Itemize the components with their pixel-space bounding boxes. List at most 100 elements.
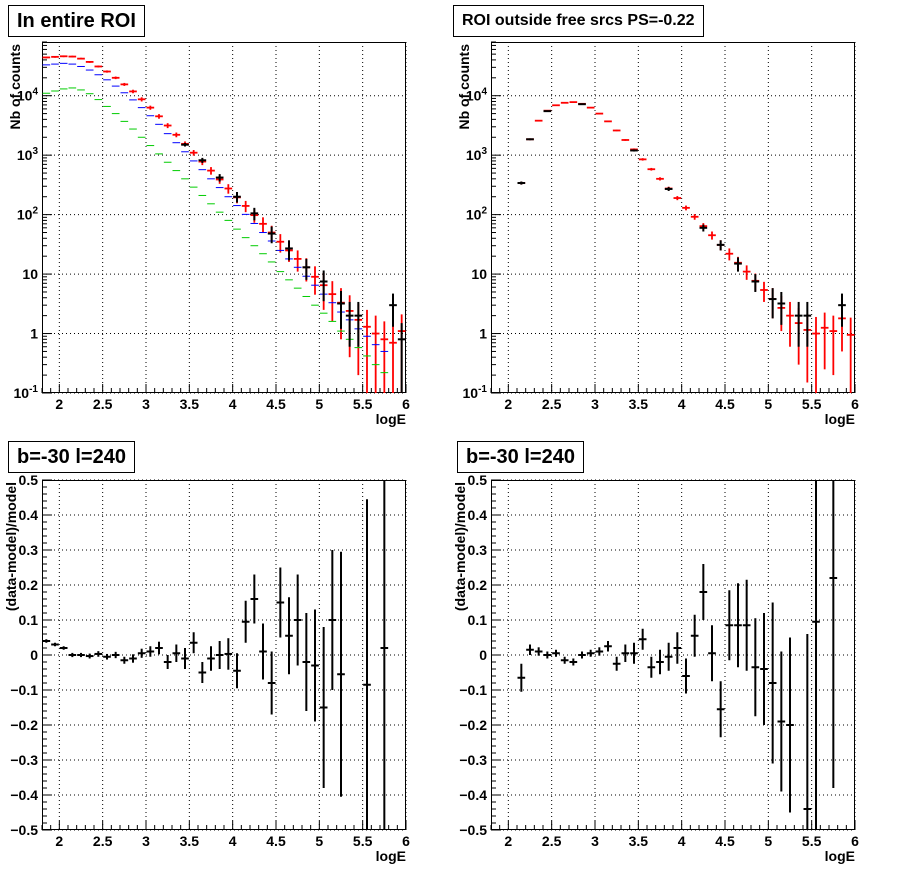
- data-point: [59, 55, 68, 58]
- x-tick-label: 3.5: [180, 833, 200, 849]
- data-point: [363, 309, 371, 393]
- data-point: [94, 65, 103, 68]
- data-point: [215, 174, 224, 182]
- data-point: [846, 317, 855, 393]
- data-point: [725, 590, 734, 661]
- y-tick-label: 10: [22, 266, 38, 282]
- x-tick-label: 2: [504, 833, 512, 849]
- y-tick-label: 104: [17, 87, 39, 104]
- data-point: [111, 651, 120, 659]
- data-point: [690, 214, 699, 220]
- series: [42, 55, 406, 393]
- y-tick-label: 102: [466, 206, 488, 223]
- series: [42, 480, 389, 830]
- data-point: [337, 290, 345, 329]
- x-tick-label: 6: [402, 396, 410, 412]
- data-point: [259, 623, 267, 680]
- data-point: [829, 315, 838, 376]
- ticks: [41, 41, 407, 394]
- y-tick-label: 0.1: [468, 612, 488, 628]
- grid: [42, 479, 407, 831]
- data-point: [751, 618, 760, 717]
- y-tick-label: −0.2: [10, 717, 38, 733]
- y-tick-label: 1: [479, 326, 487, 342]
- data-point: [85, 653, 94, 659]
- data-point: [319, 270, 328, 302]
- panel-title: b=-30 l=240: [8, 441, 135, 473]
- data-point: [552, 649, 560, 657]
- data-point: [371, 315, 380, 393]
- data-point: [786, 301, 794, 347]
- x-axis-label: logE: [376, 411, 406, 427]
- x-tick-label: 2.5: [542, 833, 562, 849]
- data-point: [742, 579, 751, 671]
- data-point: [207, 646, 215, 671]
- grid: [491, 479, 856, 831]
- x-tick-label: 3: [591, 396, 599, 412]
- data-point: [621, 139, 630, 141]
- data-point: [302, 613, 311, 711]
- data-point: [664, 642, 673, 671]
- data-point: [68, 652, 77, 658]
- data-point: [215, 641, 224, 669]
- x-tick-label: 4.5: [715, 833, 735, 849]
- data-point: [812, 480, 820, 830]
- data-point: [103, 653, 111, 660]
- series: [42, 62, 389, 352]
- data-point: [354, 301, 363, 347]
- y-tick-label: 0.2: [19, 577, 39, 593]
- data-point: [751, 274, 760, 292]
- data-point: [276, 234, 285, 253]
- data-point: [768, 288, 777, 319]
- data-point: [604, 120, 612, 123]
- data-point: [560, 101, 569, 104]
- x-tick-label: 4: [678, 833, 686, 849]
- y-tick-label: 0.2: [468, 577, 488, 593]
- data-point: [302, 258, 311, 280]
- data-point: [163, 655, 172, 669]
- data-point: [241, 200, 250, 213]
- data-point: [812, 316, 820, 393]
- data-point: [517, 181, 526, 185]
- data-point: [389, 324, 397, 393]
- data-point: [604, 641, 612, 652]
- data-point: [189, 632, 198, 654]
- data-point: [189, 150, 198, 156]
- y-tick-label: −0.3: [10, 752, 38, 768]
- data-point: [241, 600, 250, 643]
- data-point: [630, 642, 638, 664]
- data-point: [656, 649, 664, 675]
- data-point: [42, 639, 51, 643]
- data-point: [198, 157, 207, 163]
- x-tick-label: 6: [402, 833, 410, 849]
- data-point: [146, 646, 155, 657]
- x-tick-label: 4: [678, 396, 686, 412]
- data-point: [293, 250, 302, 272]
- data-point: [803, 301, 812, 347]
- data-point: [224, 184, 233, 194]
- data-point: [708, 231, 716, 240]
- y-tick-label: 104: [466, 87, 488, 104]
- data-point: [838, 293, 846, 327]
- x-axis-label: logE: [825, 848, 855, 864]
- data-point: [328, 550, 337, 690]
- data-point: [129, 654, 137, 663]
- x-tick-label: 3: [142, 833, 150, 849]
- y-tick-label: 0.1: [19, 612, 39, 628]
- y-tick-label: −0.1: [10, 682, 38, 698]
- data-point: [345, 301, 354, 347]
- grid: [491, 42, 856, 394]
- data-point: [699, 564, 708, 620]
- data-point: [259, 217, 267, 233]
- data-point: [137, 648, 146, 658]
- data-point: [77, 652, 85, 658]
- data-point: [760, 281, 768, 302]
- x-axis-label: logE: [825, 411, 855, 427]
- series: [517, 480, 838, 830]
- data-point: [543, 651, 552, 659]
- data-point: [111, 76, 120, 80]
- y-axis-label: (data-model)/model: [3, 482, 19, 611]
- data-point: [311, 266, 319, 295]
- panel-title: b=-30 l=240: [457, 441, 584, 473]
- data-point: [777, 651, 786, 792]
